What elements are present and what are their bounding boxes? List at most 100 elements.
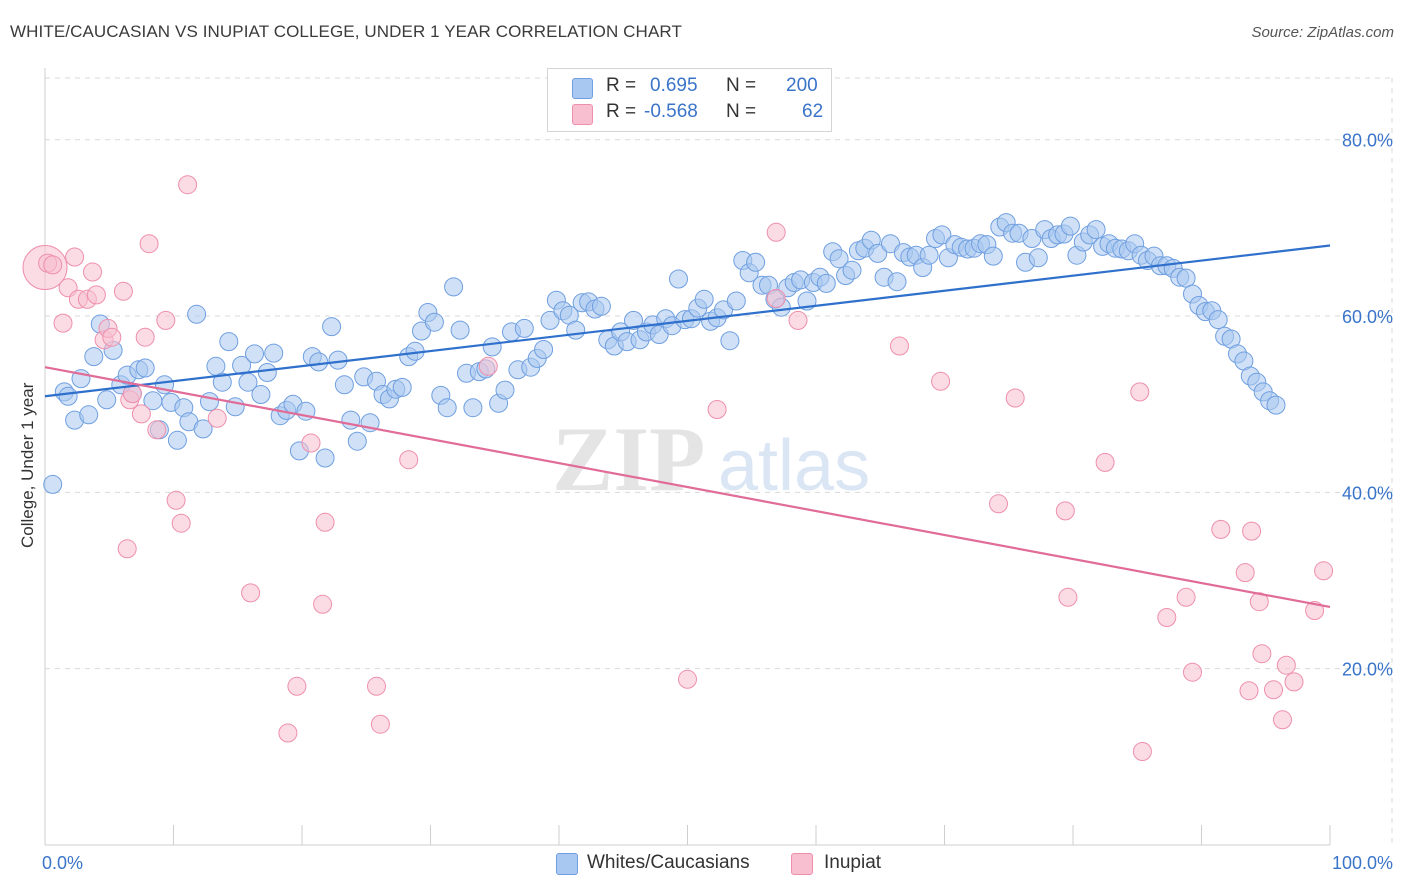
data-point-whites [232, 355, 252, 375]
data-point-inupiat [178, 175, 198, 195]
legend-n-label: N = [726, 75, 757, 96]
data-point-whites [450, 320, 470, 340]
data-point-inupiat [139, 234, 159, 254]
data-point-inupiat [301, 433, 321, 453]
data-point-whites [1266, 395, 1286, 415]
data-point-inupiat [399, 450, 419, 470]
data-point-whites [43, 474, 63, 494]
data-point-inupiat [156, 310, 176, 330]
data-point-whites [566, 320, 586, 340]
data-point-whites [868, 243, 888, 263]
x-tick-label-min: 0.0% [42, 853, 83, 873]
data-point-inupiat [313, 594, 333, 614]
data-point-inupiat [890, 336, 909, 356]
series-inupiat-points [22, 175, 1334, 761]
data-point-inupiat [1235, 563, 1255, 583]
data-point-inupiat [1005, 388, 1025, 408]
data-point-whites [97, 390, 117, 410]
data-point-whites [842, 260, 862, 280]
data-point-whites [84, 347, 104, 367]
bottom-legend-label: Whites/Caucasians [587, 852, 750, 873]
data-point-inupiat [113, 281, 133, 301]
data-point-whites [624, 310, 643, 330]
data-point-whites [79, 405, 99, 425]
data-point-whites [514, 318, 534, 338]
data-point-whites [424, 312, 444, 332]
data-point-whites [309, 352, 329, 372]
data-point-whites [720, 331, 740, 351]
data-point-inupiat [241, 583, 261, 603]
data-point-inupiat [1183, 662, 1202, 682]
data-point-whites [1086, 220, 1106, 240]
data-point-whites [1060, 216, 1080, 236]
data-point-inupiat [707, 400, 727, 419]
data-point-whites [746, 252, 766, 272]
watermark-atlas: atlas [718, 426, 870, 506]
y-tick-label: 20.0% [1342, 660, 1393, 680]
data-point-whites [482, 337, 502, 357]
data-point-inupiat [1130, 382, 1150, 402]
legend-swatch-pink [572, 104, 593, 125]
data-point-inupiat [1252, 644, 1272, 664]
data-point-inupiat [53, 313, 73, 333]
legend-r-value: -0.568 [644, 101, 698, 122]
data-point-whites [534, 340, 554, 359]
data-point-inupiat [1176, 587, 1196, 607]
data-point-inupiat [171, 513, 191, 533]
data-point-inupiat [278, 723, 298, 743]
tick-labels: 20.0% 40.0% 60.0% 80.0% 0.0% 100.0% College, U… [18, 131, 1393, 873]
source-label: Source: ZipAtlas.com [1251, 24, 1394, 41]
data-point-inupiat [370, 714, 390, 734]
chart-title: WHITE/CAUCASIAN VS INUPIAT COLLEGE, UNDE… [10, 22, 682, 41]
legend-r-label: R = [606, 101, 637, 122]
data-point-whites [212, 372, 232, 392]
trend-lines [44, 244, 1331, 609]
data-point-whites [829, 249, 849, 269]
trend-line-whites [44, 244, 1331, 398]
data-point-inupiat [931, 371, 951, 391]
legend-n-label: N = [726, 101, 757, 122]
data-point-inupiat [678, 669, 697, 689]
data-point-whites [983, 246, 1003, 266]
data-point-inupiat [166, 490, 186, 510]
data-point-whites [444, 277, 464, 297]
data-point-inupiat [989, 494, 1008, 514]
data-point-whites [540, 310, 560, 330]
data-point-whites [437, 398, 457, 418]
data-point-whites [167, 430, 187, 450]
data-point-inupiat [102, 327, 122, 347]
legend-r-label: R = [606, 75, 637, 96]
data-point-inupiat [1211, 519, 1231, 539]
trend-line-inupiat [44, 366, 1331, 609]
y-tick-label: 60.0% [1342, 307, 1393, 327]
x-tick-label-max: 100.0% [1332, 853, 1393, 873]
data-point-inupiat [65, 247, 85, 267]
legend-swatch-blue [572, 78, 593, 99]
data-point-inupiat [1239, 681, 1259, 701]
data-point-inupiat [86, 285, 106, 305]
data-point-inupiat [1264, 680, 1283, 700]
data-point-inupiat [131, 404, 151, 424]
axes [44, 68, 1331, 846]
bottom-legend-swatch-pink [791, 853, 813, 875]
data-point-whites [392, 377, 412, 397]
data-point-whites [1208, 310, 1228, 330]
data-point-inupiat [207, 408, 227, 428]
data-point-inupiat [117, 539, 137, 559]
data-point-whites [257, 363, 277, 382]
data-point-inupiat [766, 222, 786, 242]
data-point-inupiat [1058, 587, 1078, 607]
legend-n-value: 200 [786, 75, 818, 96]
data-point-whites [187, 304, 207, 324]
data-point-inupiat [1095, 452, 1115, 472]
data-point-inupiat [1284, 672, 1304, 692]
bottom-legend-label: Inupiat [824, 852, 882, 873]
data-point-whites [919, 245, 939, 265]
data-point-inupiat [147, 420, 167, 440]
data-point-whites [463, 398, 483, 418]
data-point-inupiat [135, 327, 155, 347]
data-point-whites [816, 273, 836, 293]
data-point-inupiat [83, 262, 102, 282]
data-point-inupiat [766, 288, 786, 308]
